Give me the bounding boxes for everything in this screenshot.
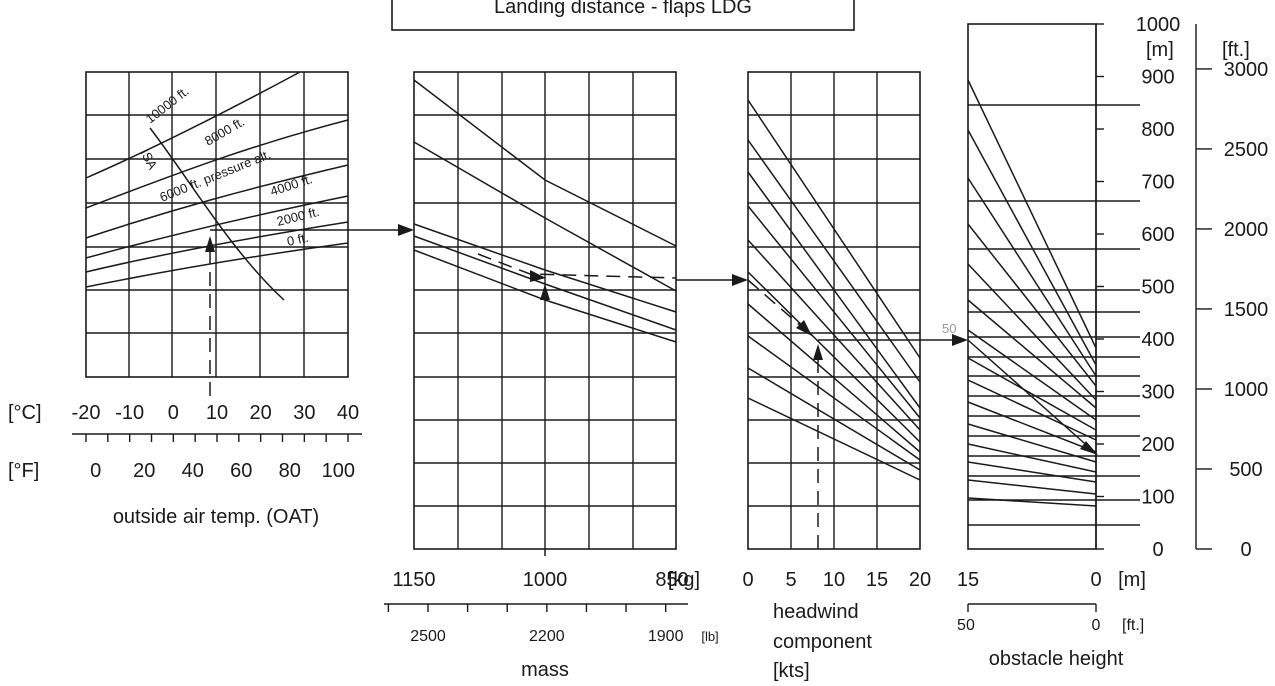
distance-ft-tick-label: 2000 xyxy=(1224,219,1269,241)
oat-c-tick-label: 30 xyxy=(293,402,315,424)
headwind-grid xyxy=(748,72,920,549)
headwind-tick-label: 5 xyxy=(785,569,796,591)
headwind-label-line1: headwind xyxy=(773,601,859,623)
mass-axis-label: mass xyxy=(521,659,569,681)
headwind-tick-label: 15 xyxy=(866,569,888,591)
obstacle-curves xyxy=(967,79,1097,507)
oat-unit-celsius: [°C] xyxy=(8,402,42,424)
distance-scales: 0 100 200 300 400 500 600 700 800 900 1000 [m] 0 50… xyxy=(1095,14,1269,561)
mass-axis: 1150 1000 850 [kg] 2500 2200 1900 [lb] mass xyxy=(384,569,719,681)
distance-m-tick-label: 900 xyxy=(1141,67,1174,89)
altitude-curves xyxy=(85,71,349,301)
altitude-curve-labels: 10000 ft. 8000 ft. 6000 ft. pressure alt… xyxy=(137,83,320,249)
label-4000ft: 4000 ft. xyxy=(268,171,314,199)
headwind-tick-label: 0 xyxy=(742,569,753,591)
mass-lb-tick-label: 2500 xyxy=(410,628,446,645)
obstacle-grid xyxy=(968,104,1140,526)
oat-unit-fahrenheit: [°F] xyxy=(8,460,39,482)
headwind-frame xyxy=(747,71,921,550)
obstacle-annotation: 50 xyxy=(942,321,956,336)
distance-m-tick-label: 600 xyxy=(1141,224,1174,246)
distance-m-tick-label: 200 xyxy=(1141,434,1174,456)
mass-lb-tick-label: 2200 xyxy=(529,628,565,645)
headwind-label-line3: [kts] xyxy=(773,660,810,682)
oat-f-tick-label: 40 xyxy=(182,460,204,482)
oat-c-tick-label: 10 xyxy=(206,402,228,424)
mass-kg-tick-label: 1000 xyxy=(523,569,568,591)
distance-ft-tick-label: 2500 xyxy=(1224,139,1269,161)
mass-kg-tick-label: 1150 xyxy=(392,569,435,591)
obstacle-frame xyxy=(967,23,1097,550)
obstacle-panel: 50 15 0 [m] 50 0 [ft.] obstacle height xyxy=(942,23,1146,670)
headwind-curves xyxy=(747,99,921,481)
mass-panel: 1150 1000 850 [kg] 2500 2200 1900 [lb] mass xyxy=(384,71,719,681)
distance-m-tick-label: 100 xyxy=(1141,487,1174,509)
label-2000ft: 2000 ft. xyxy=(275,204,321,229)
oat-axis: [°C] -20 -10 0 10 20 30 40 [°F] 0 20 40 60 80 100 o… xyxy=(8,402,362,528)
mass-unit-kg: [kg] xyxy=(668,569,700,591)
obstacle-axis: 15 0 [m] 50 0 [ft.] obstacle height xyxy=(957,569,1146,670)
distance-ft-tick-label: 1000 xyxy=(1224,379,1269,401)
oat-f-tick-label: 100 xyxy=(322,460,355,482)
oat-c-tick-label: 40 xyxy=(337,402,359,424)
label-isa: ISA xyxy=(137,146,160,172)
temperature-panel: 10000 ft. 80 0 0 ft. 6000 ft. pressure alt… xyxy=(8,71,362,528)
mass-lb-tick-label: 1900 xyxy=(648,628,684,645)
oat-f-tick-label: 60 xyxy=(230,460,252,482)
obstacle-ft-tick-label: 50 xyxy=(957,617,975,634)
distance-m-tick-label: 300 xyxy=(1141,382,1174,404)
distance-m-tick-label: 400 xyxy=(1141,329,1174,351)
obstacle-unit-ft: [ft.] xyxy=(1122,617,1144,634)
obstacle-ft-tick-label: 0 xyxy=(1092,617,1101,634)
temperature-frame xyxy=(85,71,349,378)
oat-f-tick-label: 80 xyxy=(279,460,301,482)
oat-f-tick-label: 20 xyxy=(133,460,155,482)
oat-f-tick-label: 0 xyxy=(90,460,101,482)
label-10000ft: 10000 ft. xyxy=(143,83,192,126)
distance-m-tick-label: 1000 xyxy=(1136,14,1181,36)
headwind-label-line2: component xyxy=(773,631,872,653)
distance-ft-tick-label: 500 xyxy=(1229,459,1262,481)
label-6000ft: 6000 ft. pressure alt. xyxy=(158,146,274,204)
distance-m-tick-label: 700 xyxy=(1141,172,1174,194)
distance-m-tick-label: 500 xyxy=(1141,277,1174,299)
headwind-tick-label: 20 xyxy=(909,569,931,591)
example-path xyxy=(205,224,1098,556)
obstacle-axis-label: obstacle height xyxy=(989,648,1124,670)
distance-ft-tick-label: 1500 xyxy=(1224,299,1269,321)
mass-unit-lb: [lb] xyxy=(701,629,718,644)
oat-c-tick-label: 0 xyxy=(168,402,179,424)
obstacle-unit-m: [m] xyxy=(1118,569,1146,591)
distance-unit-ft: [ft.] xyxy=(1222,39,1250,61)
distance-unit-m: [m] xyxy=(1146,39,1174,61)
oat-c-tick-label: -10 xyxy=(115,402,144,424)
chart-title: Landing distance - flaps LDG xyxy=(494,0,752,18)
distance-m-tick-label: 800 xyxy=(1141,119,1174,141)
headwind-axis: 0 5 10 15 20 headwind component [kts] xyxy=(742,569,931,682)
oat-c-tick-label: -20 xyxy=(72,402,101,424)
mass-grid xyxy=(414,72,676,549)
obstacle-m-tick-label: 0 xyxy=(1090,569,1101,591)
mass-kg-tick-label: 850 xyxy=(655,569,688,591)
title-box: Landing distance - flaps LDG xyxy=(391,0,855,31)
distance-ft-tick-label: 3000 xyxy=(1224,59,1269,81)
oat-c-tick-label: 20 xyxy=(250,402,272,424)
distance-m-tick-label: 0 xyxy=(1152,539,1163,561)
label-0ft: 0 ft. xyxy=(286,230,310,249)
headwind-tick-label: 10 xyxy=(823,569,845,591)
obstacle-m-tick-label: 15 xyxy=(957,569,979,591)
headwind-panel: 0 5 10 15 20 headwind component [kts] xyxy=(742,71,931,682)
oat-axis-label: outside air temp. (OAT) xyxy=(113,506,319,528)
distance-ft-tick-label: 0 xyxy=(1240,539,1251,561)
